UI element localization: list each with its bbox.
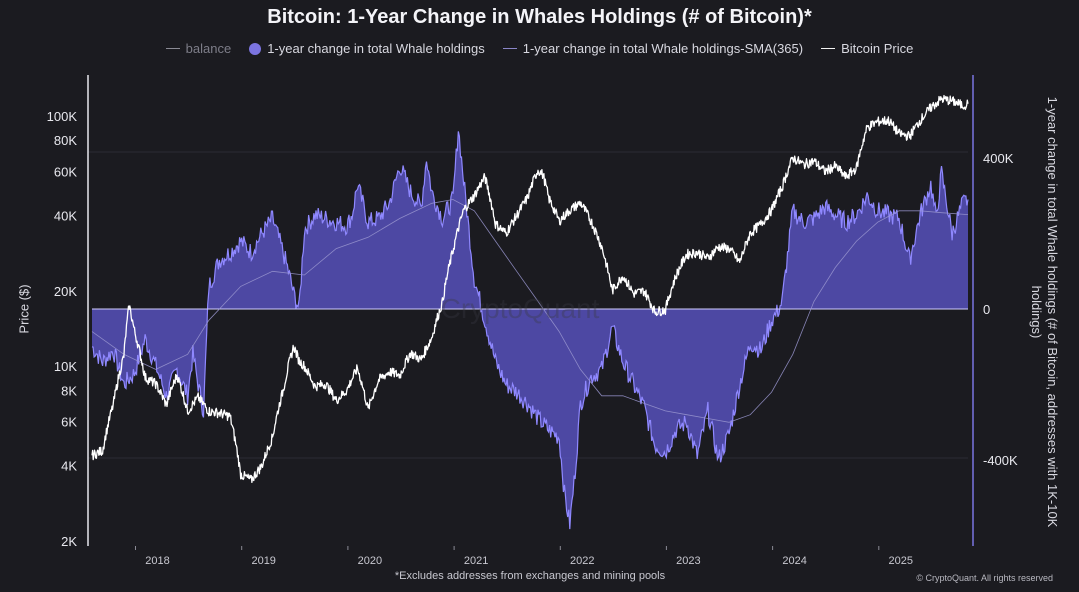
left-tick-label: 100K	[47, 109, 78, 124]
left-tick-label: 80K	[54, 133, 77, 148]
left-tick-label: 6K	[61, 415, 77, 430]
left-tick-label: 60K	[54, 165, 77, 180]
legend-line-swatch-icon	[502, 48, 517, 49]
whale-sma-line	[91, 199, 969, 423]
legend-item-balance[interactable]: balance	[165, 41, 232, 56]
x-tick-label: 2019	[251, 555, 275, 567]
whale-change-area	[92, 131, 968, 530]
legend-item-btc-price[interactable]: Bitcoin Price	[821, 41, 913, 56]
legend-label: 1-year change in total Whale holdings-SM…	[522, 41, 804, 56]
bitcoin-price-line	[91, 94, 969, 484]
x-tick-label: 2024	[782, 555, 806, 567]
price-layer	[91, 94, 969, 484]
legend-line-swatch-icon	[821, 48, 836, 49]
whale-change-line	[91, 131, 969, 530]
footnote: *Excludes addresses from exchanges and m…	[394, 570, 666, 582]
legend-dot-swatch-icon	[249, 42, 262, 55]
copyright-notice: © CryptoQuant. All rights reserved	[916, 573, 1053, 583]
area-layer	[91, 131, 969, 530]
x-tick-label: 2018	[145, 555, 169, 567]
sma-layer	[91, 199, 969, 423]
right-tick-label: 400K	[983, 151, 1014, 166]
x-tick-label: 2020	[358, 555, 382, 567]
legend-item-whale-change[interactable]: 1-year change in total Whale holdings	[249, 41, 485, 56]
left-axis-title: Price ($)	[16, 284, 32, 334]
x-axis-ticks: 2018 2019 2020 2021 2022 2023 2024 2025	[135, 546, 913, 567]
x-tick-label: 2025	[889, 555, 913, 567]
left-tick-label: 20K	[54, 284, 77, 299]
right-tick-label: 0	[983, 302, 990, 317]
legend-item-whale-sma[interactable]: 1-year change in total Whale holdings-SM…	[502, 41, 804, 56]
left-tick-label: 2K	[61, 534, 77, 549]
chart-title: Bitcoin: 1-Year Change in Whales Holding…	[267, 6, 812, 28]
left-tick-label: 40K	[54, 209, 77, 224]
right-axis-title: 1-year change in total Whale holdings (#…	[1029, 96, 1060, 528]
watermark: CryptoQuant	[441, 293, 600, 324]
x-tick-label: 2023	[676, 555, 700, 567]
legend-label: balance	[185, 41, 232, 56]
left-axis-ticks: 2K 4K 6K 8K 10K 20K 40K 60K 80K 100K	[47, 109, 78, 549]
legend-label: 1-year change in total Whale holdings	[267, 41, 485, 56]
legend: balance 1-year change in total Whale hol…	[0, 41, 1079, 56]
left-tick-label: 10K	[54, 359, 77, 374]
right-tick-label: -400K	[983, 453, 1018, 468]
legend-line-swatch-icon	[165, 48, 180, 49]
legend-label: Bitcoin Price	[841, 41, 914, 56]
right-axis-ticks: 400K 0 -400K	[983, 151, 1018, 468]
x-tick-label: 2022	[570, 555, 594, 567]
left-tick-label: 4K	[61, 459, 77, 474]
left-tick-label: 8K	[61, 383, 77, 398]
x-tick-label: 2021	[464, 555, 488, 567]
